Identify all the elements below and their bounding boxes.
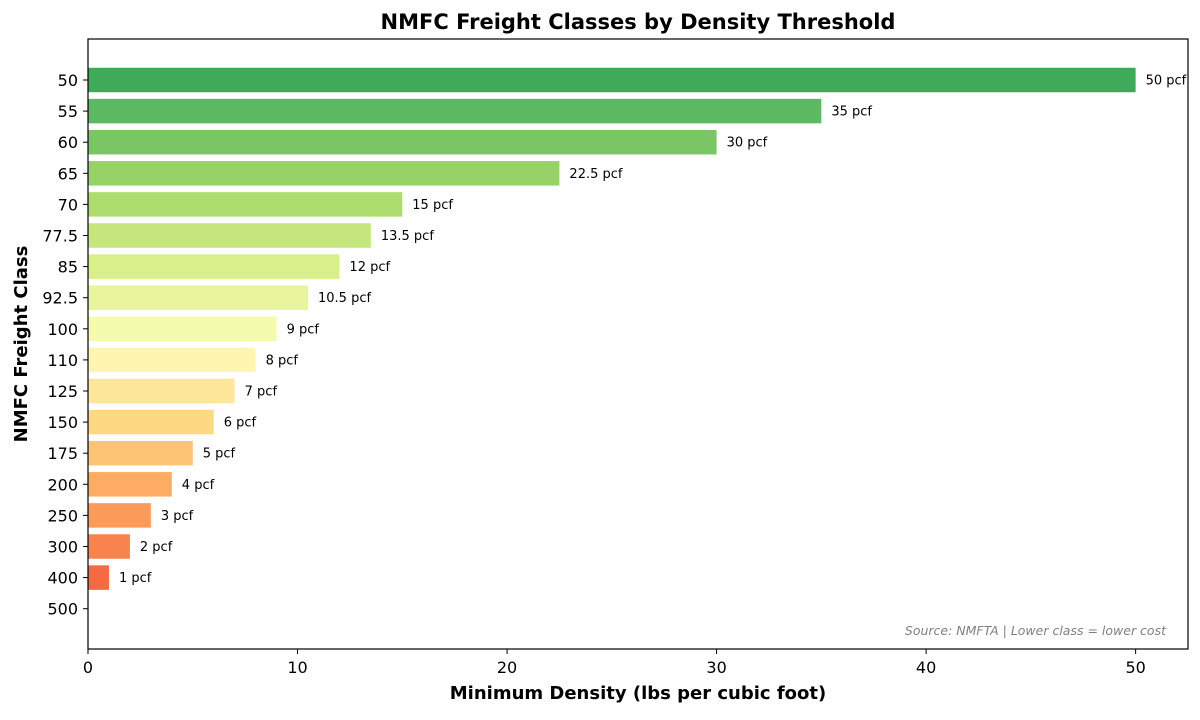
bar-class-92.5 (88, 285, 308, 310)
data-label-150: 6 pcf (224, 416, 257, 431)
y-tick-label-175: 175 (47, 444, 78, 463)
data-label-65: 22.5 pcf (569, 167, 622, 182)
x-tick-label-40: 40 (916, 658, 936, 677)
x-axis-label: Minimum Density (lbs per cubic foot) (450, 683, 826, 704)
bar-class-60 (88, 129, 717, 155)
data-label-55: 35 pcf (831, 105, 872, 120)
bar-class-400 (88, 565, 109, 590)
bar-class-50 (88, 67, 1136, 93)
data-label-175: 5 pcf (203, 447, 236, 462)
y-tick-label-500: 500 (47, 600, 78, 619)
plot-frame (87, 38, 1189, 650)
bar-class-250 (88, 503, 151, 528)
data-label-100: 9 pcf (287, 322, 320, 337)
data-label-50: 50 pcf (1146, 74, 1187, 89)
data-label-92.5: 10.5 pcf (318, 291, 371, 306)
y-tick-label-200: 200 (47, 475, 78, 494)
data-label-110: 8 pcf (266, 353, 299, 368)
y-tick-label-65: 65 (58, 164, 78, 183)
y-tick-label-250: 250 (47, 506, 78, 525)
bar-class-65 (88, 161, 560, 186)
bar-class-100 (88, 316, 277, 342)
y-tick-label-70: 70 (58, 195, 78, 214)
data-label-70: 15 pcf (412, 198, 453, 213)
y-tick-label-50: 50 (58, 71, 78, 90)
y-tick-label-77.5: 77.5 (42, 227, 78, 246)
bar-class-150 (88, 409, 214, 435)
bar-class-200 (88, 472, 172, 497)
chart-title: NMFC Freight Classes by Density Threshol… (381, 10, 896, 34)
x-tick-label-30: 30 (706, 658, 726, 677)
bar-class-77.5 (88, 223, 371, 248)
y-tick-label-92.5: 92.5 (42, 289, 78, 308)
y-axis-label: NMFC Freight Class (11, 246, 32, 443)
data-label-60: 30 pcf (727, 136, 768, 151)
y-tick-label-125: 125 (47, 382, 78, 401)
bar-class-110 (88, 347, 256, 373)
y-tick-label-60: 60 (58, 133, 78, 152)
x-tick-label-0: 0 (83, 658, 93, 677)
bar-class-70 (88, 192, 403, 217)
bar-class-300 (88, 534, 130, 559)
y-tick-label-100: 100 (47, 320, 78, 339)
y-tick-label-85: 85 (58, 258, 78, 277)
y-tick-label-150: 150 (47, 413, 78, 432)
x-tick-label-50: 50 (1125, 658, 1145, 677)
y-tick-label-400: 400 (47, 569, 78, 588)
data-label-200: 4 pcf (182, 478, 215, 493)
bar-class-55 (88, 98, 822, 124)
x-tick-label-20: 20 (497, 658, 517, 677)
bar-class-175 (88, 440, 193, 466)
data-label-300: 2 pcf (140, 540, 173, 555)
bar-class-125 (88, 378, 235, 404)
y-tick-label-55: 55 (58, 102, 78, 121)
data-label-250: 3 pcf (161, 509, 194, 524)
y-tick-label-110: 110 (47, 351, 78, 370)
source-annotation: Source: NMFTA | Lower class = lower cost (905, 623, 1167, 638)
x-tick-label-10: 10 (287, 658, 307, 677)
data-label-125: 7 pcf (245, 385, 278, 400)
bar-class-85 (88, 254, 340, 279)
y-tick-label-300: 300 (47, 538, 78, 557)
data-label-400: 1 pcf (119, 571, 152, 586)
data-label-85: 12 pcf (349, 260, 390, 275)
data-label-77.5: 13.5 pcf (381, 229, 434, 244)
